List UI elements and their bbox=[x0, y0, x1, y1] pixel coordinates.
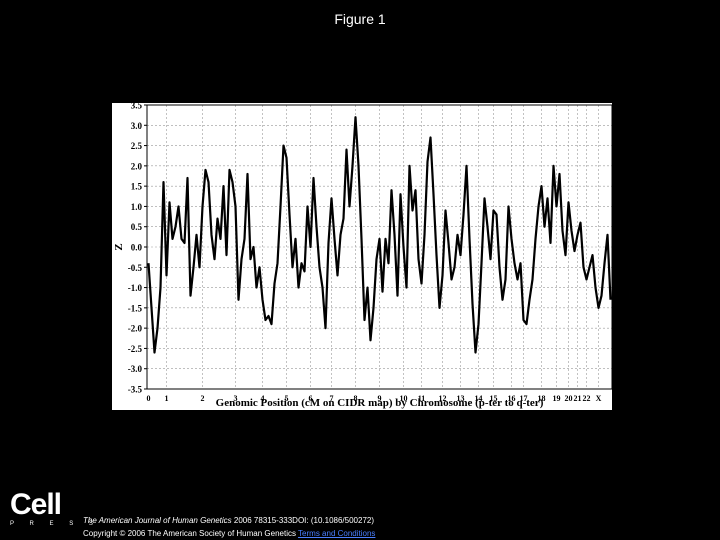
publisher-logo: Cell P R E S S bbox=[10, 488, 100, 528]
citation: 2006 78315-333DOI: (10.1086/500272) bbox=[233, 516, 375, 525]
y-axis-title: Z bbox=[113, 243, 125, 250]
x-tick-label: 22 bbox=[583, 394, 591, 403]
y-tick-label: -3.5 bbox=[128, 385, 143, 395]
x-tick-label: 0 bbox=[147, 394, 151, 403]
y-tick-label: 2.0 bbox=[131, 161, 143, 171]
x-tick-label: 21 bbox=[574, 394, 582, 403]
x-tick-label: 8 bbox=[354, 394, 358, 403]
logo-text: Cell bbox=[10, 488, 62, 521]
x-tick-label: 6 bbox=[309, 394, 313, 403]
y-tick-label: -0.5 bbox=[128, 263, 143, 273]
x-tick-label: 5 bbox=[285, 394, 289, 403]
x-axis-title: Genomic Position (cM on CIDR map) by Chr… bbox=[216, 397, 544, 409]
y-tick-label: 2.5 bbox=[131, 141, 143, 151]
y-tick-label: -3.0 bbox=[128, 364, 143, 374]
y-tick-label: 1.0 bbox=[131, 202, 143, 212]
chart: -3.5 -3.0 -2.5 -2.0 -1.5 -1.0 -0.5 0.0 0.5 1.0 1.5… bbox=[112, 103, 612, 410]
x-tick-label: 20 bbox=[565, 394, 573, 403]
x-tick-label: 2 bbox=[201, 394, 205, 403]
x-tick-label: 13 bbox=[457, 394, 465, 403]
y-tick-label: 0.0 bbox=[131, 243, 143, 253]
x-tick-label: 11 bbox=[418, 394, 426, 403]
x-tick-label: 14 bbox=[475, 394, 483, 403]
x-tick-label: 7 bbox=[330, 394, 334, 403]
x-tick-label: 18 bbox=[538, 394, 546, 403]
y-tick-label: 3.5 bbox=[131, 103, 143, 111]
y-tick-label: -2.5 bbox=[128, 344, 143, 354]
terms-link[interactable]: Terms and Conditions bbox=[298, 529, 376, 538]
x-tick-label: 17 bbox=[520, 394, 528, 403]
x-tick-label: 12 bbox=[439, 394, 447, 403]
x-tick-label: X bbox=[596, 394, 602, 403]
plot-frame bbox=[146, 104, 612, 390]
x-tick-label: 4 bbox=[261, 394, 265, 403]
y-tick-label: 3.0 bbox=[131, 121, 143, 131]
figure-title: Figure 1 bbox=[334, 11, 386, 27]
copyright-line: Copyright © 2006 The American Society of… bbox=[83, 529, 375, 538]
x-tick-label: 16 bbox=[508, 394, 516, 403]
x-tick-label: 1 bbox=[165, 394, 169, 403]
y-tick-label: -1.0 bbox=[128, 283, 143, 293]
x-tick-label: 10 bbox=[400, 394, 408, 403]
x-tick-label: 19 bbox=[553, 394, 561, 403]
x-tick-label: 9 bbox=[378, 394, 382, 403]
x-tick-label: 3 bbox=[234, 394, 238, 403]
x-tick-label: 15 bbox=[490, 394, 498, 403]
logo-subtext: P R E S S bbox=[10, 521, 100, 527]
y-tick-label: 0.5 bbox=[131, 222, 143, 232]
data-line bbox=[147, 116, 612, 354]
y-tick-label: -1.5 bbox=[128, 303, 143, 313]
copyright: Copyright © 2006 The American Society of… bbox=[83, 529, 296, 538]
journal-name: The American Journal of Human Genetics bbox=[83, 516, 232, 525]
y-tick-label: -2.0 bbox=[128, 324, 143, 334]
citation-line: The American Journal of Human Genetics 2… bbox=[83, 516, 374, 525]
y-tick-label: 1.5 bbox=[131, 182, 143, 192]
